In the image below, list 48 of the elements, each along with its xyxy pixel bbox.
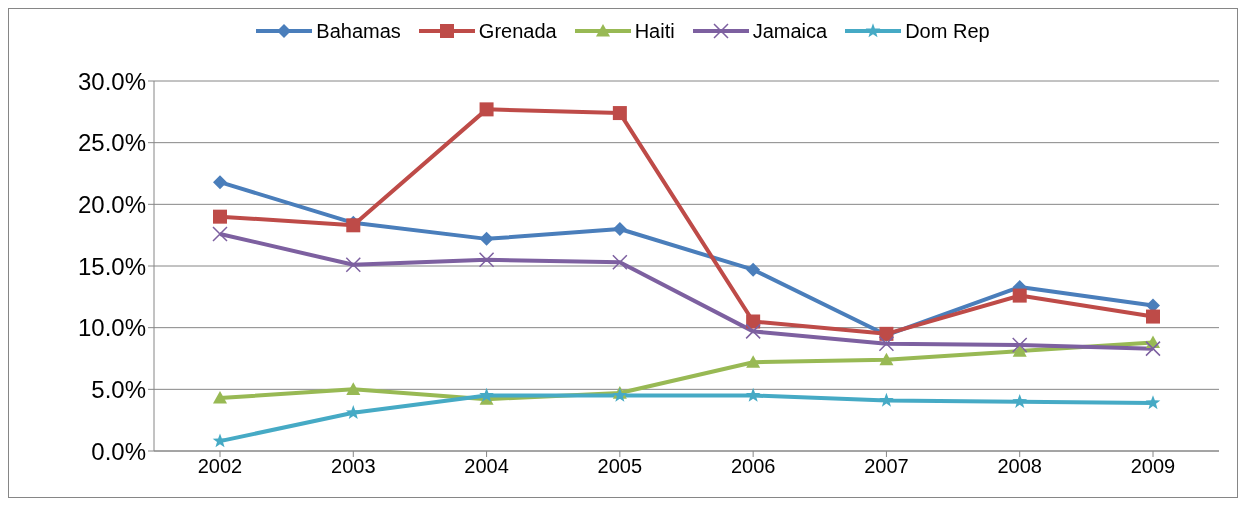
point — [345, 257, 362, 273]
point — [1146, 309, 1160, 324]
x-tick-label: 2009 — [1130, 455, 1176, 478]
y-tick-label: 30.0% — [77, 67, 146, 95]
point — [213, 175, 227, 190]
legend-label: Dom Rep — [905, 19, 990, 43]
x-tick-label: 2006 — [730, 455, 776, 478]
point — [879, 392, 894, 407]
point — [612, 222, 627, 236]
y-tick-label: 5.0% — [91, 375, 146, 403]
legend-label: Grenada — [478, 19, 557, 43]
y-tick-label: 0.0% — [91, 437, 146, 465]
y-tick-label: 25.0% — [77, 129, 146, 157]
point — [1011, 337, 1028, 353]
x-tick-label: 2004 — [464, 455, 509, 478]
point — [213, 390, 227, 404]
legend-label: Haiti — [634, 19, 675, 43]
point — [479, 102, 494, 117]
point — [1012, 393, 1028, 408]
point — [612, 254, 628, 271]
point — [213, 209, 227, 224]
y-tick-label: 10.0% — [77, 314, 146, 342]
y-tick-label: 20.0% — [77, 190, 146, 218]
point — [746, 355, 761, 368]
point — [612, 106, 627, 121]
x-tick-label: 2008 — [997, 455, 1042, 478]
point — [1145, 395, 1161, 410]
x-tick-label: 2005 — [597, 455, 643, 478]
point — [1012, 288, 1027, 303]
point — [1012, 344, 1027, 357]
point — [478, 252, 495, 268]
point — [878, 335, 895, 352]
x-tick-label: 2007 — [864, 455, 909, 478]
point — [879, 352, 894, 366]
point — [479, 231, 494, 246]
point — [745, 387, 761, 402]
x-tick-label: 2003 — [331, 455, 376, 478]
legend-label: Bahamas — [316, 19, 401, 43]
point — [479, 387, 494, 402]
point — [746, 314, 761, 329]
point — [746, 262, 761, 277]
point — [1145, 340, 1161, 357]
point — [346, 382, 361, 395]
x-tick-label: 2002 — [197, 455, 243, 478]
legend-label: Jamaica — [752, 19, 828, 43]
point — [745, 323, 761, 340]
y-tick-label: 15.0% — [77, 252, 146, 280]
point — [212, 226, 228, 242]
